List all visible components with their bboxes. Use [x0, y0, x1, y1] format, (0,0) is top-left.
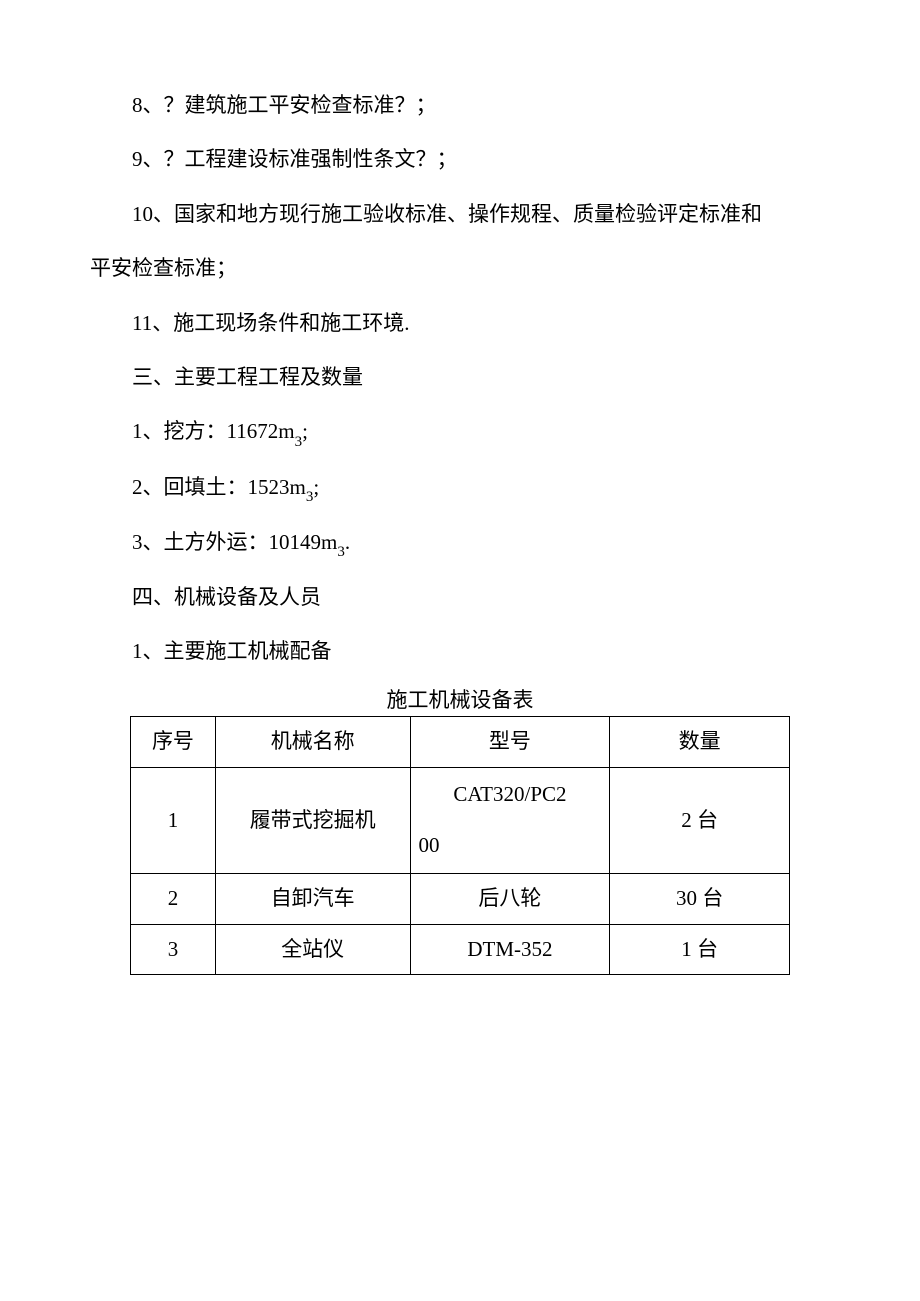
col-header-qty: 数量 [610, 717, 790, 768]
cell-model: CAT320/PC2 00 [410, 767, 610, 873]
section-4-heading: 四、机械设备及人员 [90, 572, 830, 622]
qty2-prefix: 2、回填土：1523m [132, 475, 306, 499]
col-header-model: 型号 [410, 717, 610, 768]
cell-seq: 2 [131, 873, 216, 924]
cell-qty: 2 台 [610, 767, 790, 873]
cell-qty: 1 台 [610, 924, 790, 975]
cell-name: 履带式挖掘机 [215, 767, 410, 873]
cell-seq: 3 [131, 924, 216, 975]
equipment-table: 序号 机械名称 型号 数量 1 履带式挖掘机 CAT320/PC2 00 2 台… [130, 716, 790, 975]
list-item-11: 11、施工现场条件和施工环境. [90, 298, 830, 348]
qty1-suffix: ; [302, 419, 308, 443]
cell-name: 自卸汽车 [215, 873, 410, 924]
table-row: 1 履带式挖掘机 CAT320/PC2 00 2 台 [131, 767, 790, 873]
quantity-item-1: 1、挖方：11672m3; [90, 406, 830, 457]
qty3-subscript: 3 [337, 544, 345, 560]
table-row: 2 自卸汽车 后八轮 30 台 [131, 873, 790, 924]
cell-model-line1: CAT320/PC2 [417, 778, 604, 812]
cell-model: DTM-352 [410, 924, 610, 975]
qty1-prefix: 1、挖方：11672m [132, 419, 295, 443]
section-4-1-heading: 1、主要施工机械配备 [90, 626, 830, 676]
cell-model: 后八轮 [410, 873, 610, 924]
qty2-subscript: 3 [306, 489, 314, 505]
list-item-10-line2: 平安检查标准； [90, 243, 830, 293]
qty3-suffix: . [345, 530, 350, 554]
qty3-prefix: 3、土方外运：10149m [132, 530, 337, 554]
qty2-suffix: ; [313, 475, 319, 499]
cell-name: 全站仪 [215, 924, 410, 975]
list-item-10-line1: 10、国家和地方现行施工验收标准、操作规程、质量检验评定标准和 [90, 189, 830, 239]
table-header-row: 序号 机械名称 型号 数量 [131, 717, 790, 768]
cell-qty: 30 台 [610, 873, 790, 924]
cell-model-line2: 00 [417, 829, 604, 863]
document-body: 8、？建筑施工平安检查标准？； 9、？工程建设标准强制性条文？； 10、国家和地… [90, 80, 830, 975]
list-item-8: 8、？建筑施工平安检查标准？； [90, 80, 830, 130]
quantity-item-2: 2、回填土：1523m3; [90, 462, 830, 513]
table-title: 施工机械设备表 [90, 685, 830, 717]
section-3-heading: 三、主要工程工程及数量 [90, 352, 830, 402]
col-header-seq: 序号 [131, 717, 216, 768]
quantity-item-3: 3、土方外运：10149m3. [90, 517, 830, 568]
qty1-subscript: 3 [295, 434, 303, 450]
col-header-name: 机械名称 [215, 717, 410, 768]
list-item-9: 9、？工程建设标准强制性条文？； [90, 134, 830, 184]
cell-seq: 1 [131, 767, 216, 873]
table-row: 3 全站仪 DTM-352 1 台 [131, 924, 790, 975]
